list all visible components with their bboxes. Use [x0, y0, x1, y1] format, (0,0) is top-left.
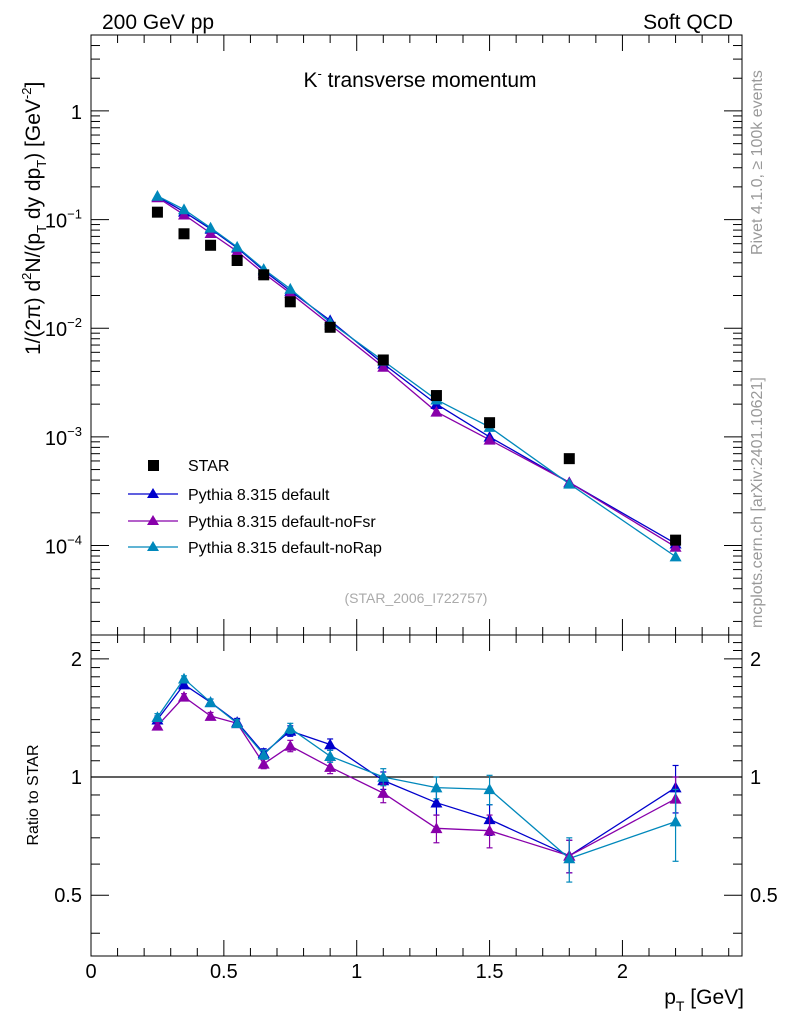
ratio-marker-2	[483, 783, 496, 795]
data-point-star	[284, 296, 296, 308]
data-point-star	[484, 417, 496, 429]
data-point-star	[205, 239, 217, 251]
legend: STAR Pythia 8.315 default Pythia 8.315 d…	[128, 458, 382, 557]
legend-label-star: STAR	[188, 458, 229, 475]
legend-marker-default	[147, 488, 159, 498]
legend-label-norap: Pythia 8.315 default-noRap	[188, 540, 382, 557]
series-marker-1	[377, 360, 390, 372]
ratio-line-0	[156, 683, 676, 857]
ratio-marker-1	[324, 761, 337, 772]
series-marker-2	[204, 221, 217, 233]
data-point-star	[430, 390, 442, 402]
main-series-group	[151, 189, 682, 562]
series-marker-2	[284, 282, 297, 294]
ratio-panel: 2 2 1 1 0.5 0.5 Ratio to STAR	[25, 634, 778, 957]
ratio-series-group	[91, 672, 742, 883]
series-line-2	[157, 195, 676, 558]
legend-marker-norap	[147, 541, 159, 551]
x-tick-label: 2	[617, 961, 628, 983]
chart-title: K- transverse momentum	[303, 66, 536, 92]
x-tick-label: 0.5	[210, 961, 238, 983]
header-left: 200 GeV pp	[102, 11, 214, 34]
data-point-star	[563, 453, 575, 465]
main-y-tick-labels: 1 10−1 10−2 10−3 10−4	[45, 102, 82, 559]
data-point-star	[670, 534, 682, 546]
ratio-marker-2	[324, 750, 337, 761]
ratio-marker-0	[324, 738, 337, 750]
ratio-marker-1	[430, 822, 443, 834]
ratio-line-1	[156, 696, 676, 857]
x-axis-label: pT [GeV]	[664, 986, 744, 1014]
x-tick-label: 1	[351, 961, 362, 983]
y-tick-label: 10−1	[45, 207, 82, 233]
y-tick-label: 10−4	[45, 532, 82, 558]
ratio-tick-label-right: 2	[750, 649, 761, 671]
ratio-tick-label-right: 0.5	[750, 885, 778, 907]
ratio-line-2	[156, 677, 676, 860]
data-point-star	[258, 269, 270, 281]
ratio-marker-1	[483, 824, 496, 836]
series-marker-2	[151, 189, 164, 201]
ratio-marker-1	[204, 710, 217, 721]
y-tick-label: 10−3	[45, 424, 82, 450]
ratio-marker-2	[284, 722, 297, 734]
ratio-marker-0	[178, 678, 190, 690]
ratio-marker-2	[669, 815, 682, 827]
legend-label-nofsr: Pythia 8.315 default-noFsr	[188, 514, 376, 531]
series-marker-1	[669, 540, 682, 552]
series-marker-1	[483, 433, 496, 445]
legend-marker-nofsr	[147, 515, 159, 525]
data-point-star	[377, 354, 389, 366]
data-point-star	[151, 206, 163, 218]
ratio-tick-label-right: 1	[750, 767, 761, 789]
y-tick-label: 10−2	[45, 315, 82, 341]
main-panel: 1 10−1 10−2 10−3 10−4 K- transverse momentum…	[19, 34, 743, 636]
ratio-marker-2	[178, 672, 190, 684]
x-tick-labels: 0 0.5 1 1.5 2	[85, 961, 628, 983]
ratio-marker-1	[257, 757, 270, 769]
data-point-star	[178, 228, 190, 240]
series-marker-1	[430, 405, 443, 417]
data-point-star	[324, 321, 336, 333]
ratio-marker-2	[151, 711, 164, 723]
ratio-marker-0	[430, 796, 443, 808]
ratio-marker-2	[430, 781, 443, 793]
y-axis-label: 1/(2π) d2N/(pT dy dpT) [GeV-2]	[19, 82, 49, 355]
mcplots-label: mcplots.cern.ch [arXiv:2401.10621]	[749, 377, 766, 628]
data-point-star	[231, 255, 243, 267]
legend-label-default: Pythia 8.315 default	[188, 487, 330, 504]
ratio-marker-2	[563, 852, 576, 864]
rivet-label: Rivet 4.1.0, ≥ 100k events	[749, 70, 766, 255]
ratio-marker-1	[151, 719, 164, 731]
series-marker-2	[669, 550, 682, 562]
header-right: Soft QCD	[643, 11, 733, 34]
ratio-marker-1	[284, 739, 297, 751]
series-marker-2	[563, 477, 576, 489]
x-tick-label: 1.5	[476, 961, 504, 983]
ratio-tick-label-left: 0.5	[54, 885, 82, 907]
ratio-marker-1	[377, 787, 390, 798]
analysis-id: (STAR_2006_I722757)	[345, 590, 488, 606]
series-marker-2	[178, 203, 190, 215]
ratio-frame	[90, 634, 743, 957]
ratio-marker-2	[231, 717, 244, 729]
y-tick-label: 1	[71, 102, 82, 124]
main-axis-ticks	[90, 34, 742, 635]
legend-marker-star	[148, 460, 159, 471]
ratio-tick-label-left: 1	[71, 767, 82, 789]
ratio-tick-label-left: 2	[71, 649, 82, 671]
ratio-marker-1	[178, 690, 190, 702]
ratio-marker-2	[204, 696, 217, 708]
ratio-y-label: Ratio to STAR	[25, 744, 42, 845]
ratio-y-tick-labels: 2 2 1 1 0.5 0.5	[54, 649, 778, 907]
series-marker-2	[231, 240, 244, 252]
ratio-marker-2	[377, 771, 390, 782]
ratio-marker-2	[257, 748, 270, 760]
x-tick-label: 0	[85, 961, 96, 983]
